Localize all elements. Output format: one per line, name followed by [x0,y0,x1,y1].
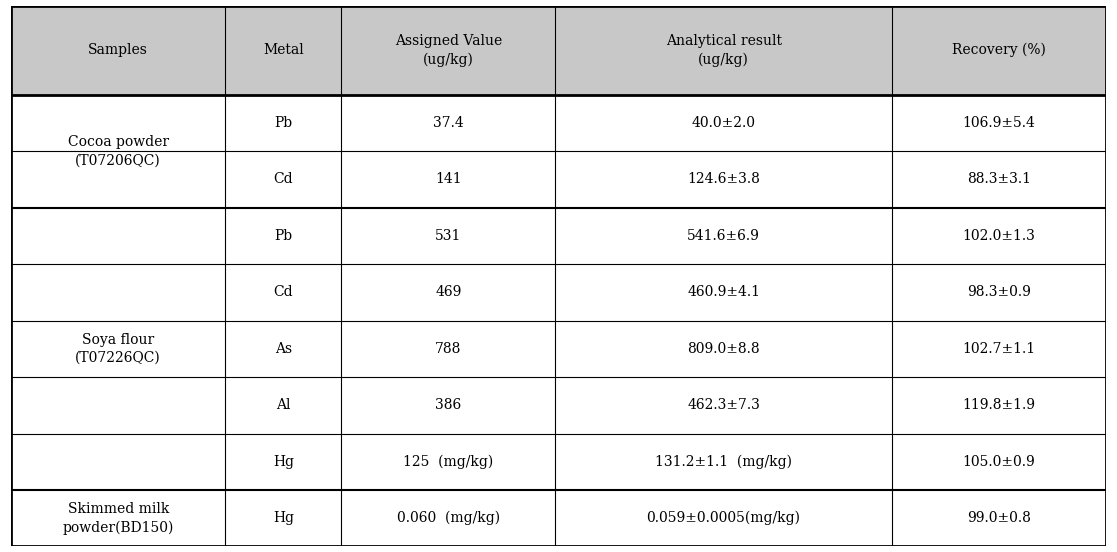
Text: 462.3±7.3: 462.3±7.3 [687,399,760,412]
Text: Hg: Hg [273,455,294,469]
Text: Metal: Metal [262,43,304,57]
Text: Pb: Pb [275,116,293,130]
Text: 541.6±6.9: 541.6±6.9 [687,229,760,243]
Text: Analytical result
(ug/kg): Analytical result (ug/kg) [666,34,782,67]
Text: Skimmed milk
powder(BD150): Skimmed milk powder(BD150) [63,502,174,535]
Text: 141: 141 [436,172,461,187]
Text: 0.059±0.0005(mg/kg): 0.059±0.0005(mg/kg) [647,511,801,526]
Text: 0.060  (mg/kg): 0.060 (mg/kg) [397,511,500,526]
Text: 40.0±2.0: 40.0±2.0 [691,116,755,130]
Text: 531: 531 [436,229,461,243]
Text: Cd: Cd [274,172,293,187]
Text: Hg: Hg [273,511,294,526]
Text: 37.4: 37.4 [433,116,464,130]
Text: 124.6±3.8: 124.6±3.8 [687,172,760,187]
Text: As: As [275,342,292,356]
Bar [11,6,1106,95]
Text: 125  (mg/kg): 125 (mg/kg) [403,455,494,469]
Text: Recovery (%): Recovery (%) [952,43,1046,57]
Text: 809.0±8.8: 809.0±8.8 [687,342,760,356]
Text: Assigned Value
(ug/kg): Assigned Value (ug/kg) [394,34,502,67]
Text: Cocoa powder
(T07206QC): Cocoa powder (T07206QC) [68,135,169,167]
Text: 98.3±0.9: 98.3±0.9 [967,285,1031,299]
Text: Al: Al [276,399,290,412]
Text: 106.9±5.4: 106.9±5.4 [963,116,1035,130]
Text: Soya flour
(T07226QC): Soya flour (T07226QC) [75,333,161,365]
Text: 105.0±0.9: 105.0±0.9 [963,455,1035,469]
Text: 386: 386 [436,399,461,412]
Text: 131.2±1.1  (mg/kg): 131.2±1.1 (mg/kg) [655,455,792,469]
Text: Cd: Cd [274,285,293,299]
Text: 102.7±1.1: 102.7±1.1 [962,342,1035,356]
Text: 88.3±3.1: 88.3±3.1 [967,172,1031,187]
Text: 119.8±1.9: 119.8±1.9 [963,399,1035,412]
Text: 99.0±0.8: 99.0±0.8 [967,511,1031,526]
Text: 788: 788 [436,342,461,356]
Text: 460.9±4.1: 460.9±4.1 [687,285,760,299]
Text: 102.0±1.3: 102.0±1.3 [963,229,1035,243]
Text: Samples: Samples [88,43,149,57]
Text: Pb: Pb [275,229,293,243]
Text: 469: 469 [436,285,461,299]
